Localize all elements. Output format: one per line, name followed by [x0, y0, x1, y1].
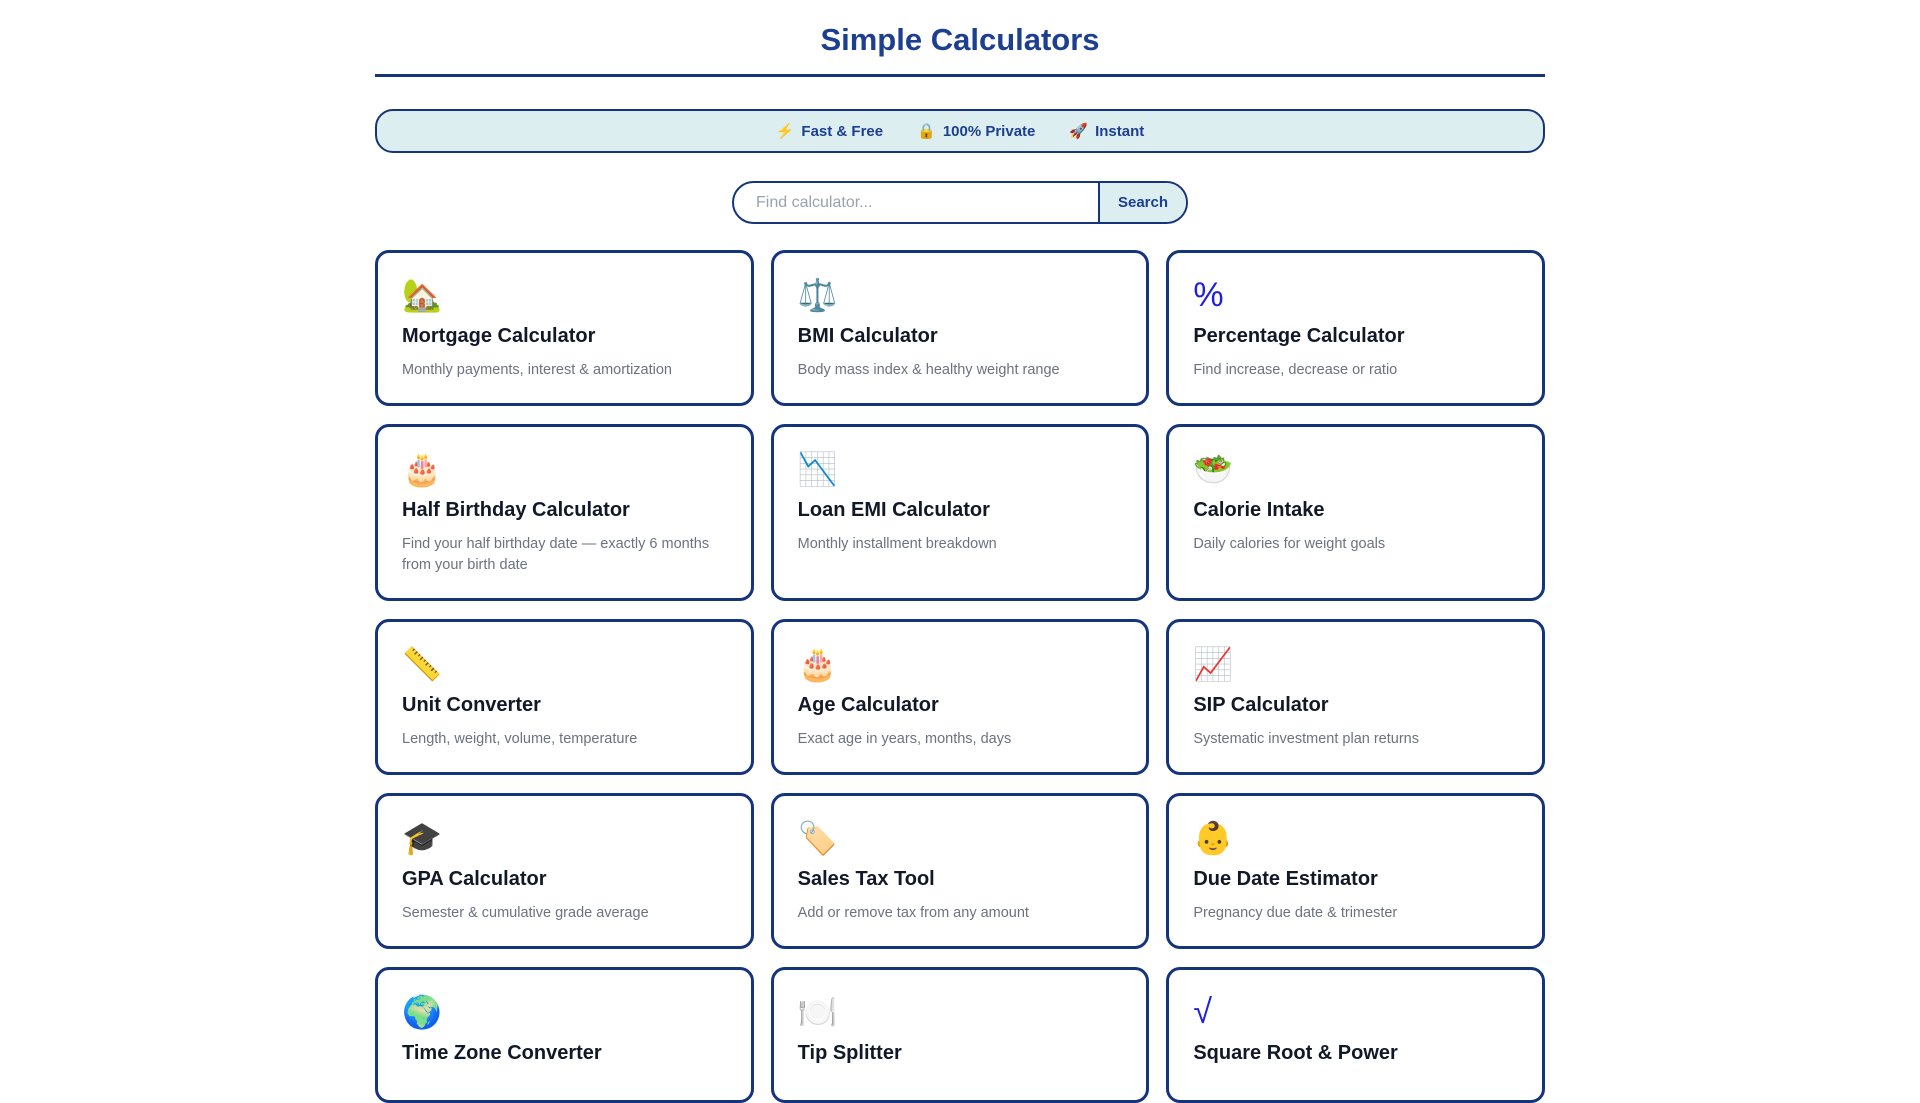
calculator-card-13[interactable]: 🍽️ Tip Splitter [770, 967, 1150, 1103]
card-description: Body mass index & healthy weight range [797, 362, 1060, 378]
card-description: Exact age in years, months, days [797, 731, 1012, 748]
card-title: Tip Splitter [797, 1042, 902, 1065]
baby-icon: 👶 [1193, 820, 1234, 857]
badge-label: Instant [1095, 122, 1145, 140]
search-input[interactable] [734, 183, 1098, 222]
card-title: Due Date Estimator [1193, 868, 1378, 891]
card-title: Time Zone Converter [402, 1042, 602, 1065]
search-row: Search [375, 181, 1545, 224]
calculator-card-10[interactable]: 🏷️ Sales Tax Tool Add or remove tax from… [770, 793, 1150, 950]
features-banner: ⚡ Fast & Free 🔒 100% Private 🚀 Instant [375, 109, 1545, 153]
calculator-card-9[interactable]: 🎓 GPA Calculator Semester & cumulative g… [375, 793, 754, 950]
lock-icon: 🔒 [917, 123, 936, 140]
card-title: SIP Calculator [1193, 694, 1329, 717]
lightning-icon: ⚡ [775, 123, 795, 140]
badge-label: 100% Private [942, 122, 1036, 140]
calculator-card-6[interactable]: 📏 Unit Converter Length, weight, volume,… [375, 619, 754, 776]
feature-badge-1: 🔒 100% Private [917, 122, 1036, 141]
card-description: Length, weight, volume, temperature [402, 731, 638, 748]
calculator-card-0[interactable]: 🏡 Mortgage Calculator Monthly payments, … [375, 250, 754, 407]
card-description: Find increase, decrease or ratio [1193, 362, 1398, 378]
badge-label: Fast & Free [801, 122, 884, 140]
card-title: BMI Calculator [797, 325, 938, 347]
calculator-card-11[interactable]: 👶 Due Date Estimator Pregnancy due date … [1166, 793, 1545, 950]
card-title: Sales Tax Tool [797, 868, 935, 891]
card-title: Unit Converter [402, 694, 541, 717]
percent-icon: % [1193, 276, 1224, 314]
calculator-card-4[interactable]: 📉 Loan EMI Calculator Monthly installmen… [770, 424, 1150, 602]
card-description: Monthly installment breakdown [797, 536, 997, 553]
rocket-icon: 🚀 [1069, 123, 1089, 140]
card-title: Percentage Calculator [1193, 325, 1405, 347]
search-bar: Search [732, 181, 1188, 224]
card-description [1193, 1077, 1518, 1078]
feature-badge-0: ⚡ Fast & Free [775, 122, 884, 141]
birthday-cake-icon: 🎂 [402, 451, 442, 488]
calculator-card-8[interactable]: 📈 SIP Calculator Systematic investment p… [1166, 619, 1545, 776]
card-description [402, 1077, 727, 1078]
balance-scale-icon: ⚖️ [797, 277, 838, 313]
calculator-card-5[interactable]: 🥗 Calorie Intake Daily calories for weig… [1166, 424, 1545, 602]
card-title: Calorie Intake [1193, 499, 1325, 522]
card-description: Pregnancy due date & trimester [1193, 905, 1398, 922]
birthday-cake-icon: 🎂 [797, 646, 838, 683]
calculator-card-12[interactable]: 🌍 Time Zone Converter [375, 967, 754, 1103]
calculator-card-3[interactable]: 🎂 Half Birthday Calculator Find your hal… [375, 424, 754, 602]
card-description: Semester & cumulative grade average [402, 905, 649, 922]
ruler-icon: 📏 [402, 646, 442, 683]
chart-increasing-icon: 📈 [1193, 646, 1234, 683]
salad-icon: 🥗 [1193, 451, 1234, 488]
square-root-icon: √ [1193, 993, 1212, 1032]
feature-badge-2: 🚀 Instant [1069, 122, 1145, 141]
calculator-card-14[interactable]: √ Square Root & Power [1166, 967, 1545, 1103]
card-description: Systematic investment plan returns [1193, 731, 1419, 748]
card-title: Square Root & Power [1193, 1042, 1398, 1065]
calculator-card-7[interactable]: 🎂 Age Calculator Exact age in years, mon… [770, 619, 1150, 776]
label-tag-icon: 🏷️ [797, 820, 838, 857]
page-title: Simple Calculators [375, 22, 1545, 77]
card-description: Monthly payments, interest & amortizatio… [402, 362, 672, 378]
card-title: Age Calculator [797, 694, 939, 717]
calculator-card-1[interactable]: ⚖️ BMI Calculator Body mass index & heal… [770, 250, 1150, 407]
main-container: Simple Calculators ⚡ Fast & Free 🔒 100% … [375, 22, 1545, 1103]
chart-decreasing-icon: 📉 [797, 451, 838, 488]
card-title: Loan EMI Calculator [797, 499, 990, 522]
card-title: GPA Calculator [402, 868, 547, 891]
fork-knife-plate-icon: 🍽️ [797, 994, 838, 1031]
card-description: Add or remove tax from any amount [797, 905, 1029, 922]
card-title: Mortgage Calculator [402, 325, 596, 347]
globe-icon: 🌍 [402, 994, 442, 1031]
calculator-card-2[interactable]: % Percentage Calculator Find increase, d… [1166, 250, 1545, 407]
card-title: Half Birthday Calculator [402, 499, 630, 522]
house-icon: 🏡 [402, 277, 442, 313]
card-description: Find your half birthday date — exactly 6… [402, 536, 710, 574]
card-description: Daily calories for weight goals [1193, 536, 1386, 553]
calculator-grid: 🏡 Mortgage Calculator Monthly payments, … [375, 250, 1545, 1103]
search-button[interactable]: Search [1098, 183, 1186, 222]
graduation-cap-icon: 🎓 [402, 820, 442, 857]
card-description [798, 1077, 1123, 1078]
